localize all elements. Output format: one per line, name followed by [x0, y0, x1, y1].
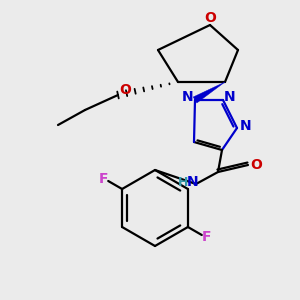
Text: F: F [202, 230, 211, 244]
Text: N: N [224, 90, 236, 104]
Text: O: O [250, 158, 262, 172]
Text: N: N [182, 90, 194, 104]
Polygon shape [193, 82, 225, 103]
Text: O: O [119, 83, 131, 97]
Text: O: O [204, 11, 216, 25]
Text: N: N [240, 119, 252, 133]
Text: N: N [187, 175, 199, 189]
Text: H: H [178, 176, 188, 188]
Text: F: F [98, 172, 108, 186]
